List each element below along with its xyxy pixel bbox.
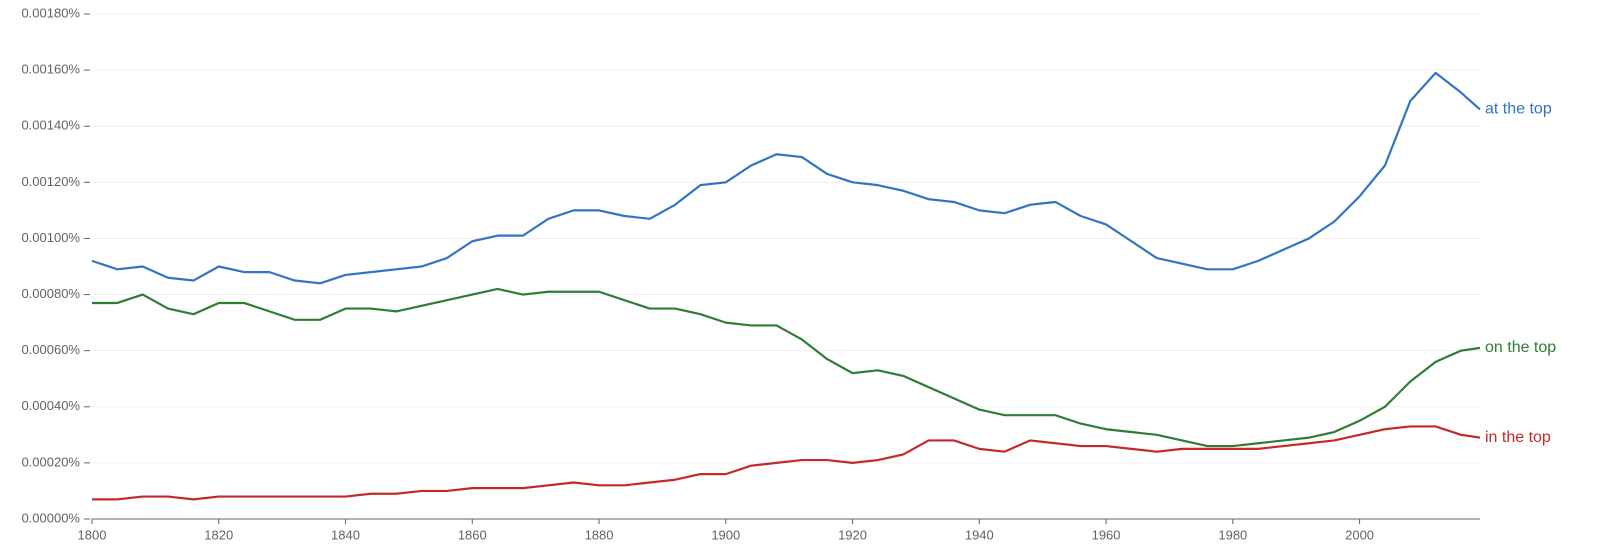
y-tick-label: 0.00140% (21, 118, 80, 133)
x-tick-label: 1860 (458, 527, 487, 542)
y-tick-label: 0.00180% (21, 5, 80, 20)
line (91, 71, 1481, 285)
line (92, 425, 1481, 501)
x-tick-label: 1980 (1218, 527, 1247, 542)
y-tick-label: 0.00040% (21, 398, 80, 413)
y-tick-label: 0.00120% (21, 174, 80, 189)
x-tick-label: 1960 (1092, 527, 1121, 542)
x-tick-label: 1800 (78, 527, 107, 542)
series-label: on the top (1485, 339, 1556, 356)
series-label: in the top (1485, 429, 1551, 446)
line (92, 287, 1481, 448)
y-tick-label: 0.00000% (21, 510, 80, 525)
x-tick-label: 1900 (711, 527, 740, 542)
x-tick-label: 1940 (965, 527, 994, 542)
x-tick-label: 1820 (204, 527, 233, 542)
x-tick-label: 1880 (585, 527, 614, 542)
y-tick-label: 0.00020% (21, 454, 80, 469)
y-tick-label: 0.00080% (21, 286, 80, 301)
x-tick-label: 2000 (1345, 527, 1374, 542)
series-label: at the top (1485, 101, 1552, 118)
x-tick-label: 1840 (331, 527, 360, 542)
y-tick-label: 0.00160% (21, 62, 80, 77)
y-tick-label: 0.00100% (21, 230, 80, 245)
x-tick-label: 1920 (838, 527, 867, 542)
y-tick-label: 0.00060% (21, 342, 80, 357)
